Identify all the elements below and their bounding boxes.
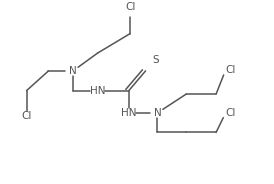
Text: Cl: Cl (226, 108, 236, 118)
Text: Cl: Cl (21, 111, 32, 121)
Text: HN: HN (121, 108, 136, 118)
Text: Cl: Cl (125, 2, 135, 12)
Text: HN: HN (90, 86, 105, 96)
Text: Cl: Cl (226, 65, 236, 75)
Text: N: N (153, 108, 161, 118)
Text: N: N (69, 66, 77, 76)
Text: S: S (152, 55, 159, 65)
